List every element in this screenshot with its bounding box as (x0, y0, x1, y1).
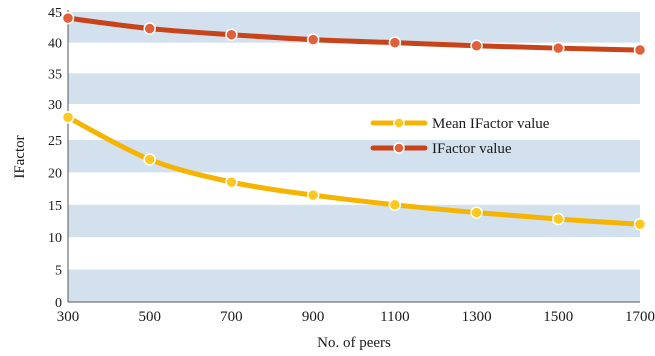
y-tick-label: 20 (48, 166, 62, 181)
legend-label-ifactor-value: IFactor value (432, 141, 512, 157)
x-tick-label: 1300 (462, 309, 492, 325)
data-point-ifactor-value (61, 11, 75, 25)
y-tick-label: 0 (55, 296, 62, 311)
y-tick-label: 35 (48, 67, 62, 82)
y-tick-label: 40 (48, 37, 62, 52)
series-lines (65, 15, 643, 227)
x-tick-label: 1700 (625, 309, 655, 325)
data-point-ifactor-value (470, 39, 483, 52)
x-tick-label: 700 (220, 309, 243, 325)
series-line-ifactor-value (65, 15, 643, 53)
y-tick-label: 10 (48, 231, 62, 246)
background-band (68, 204, 640, 238)
data-point-mean-ifactor-value (61, 111, 75, 124)
legend-marker-ifactor-value (393, 142, 405, 154)
y-tick-labels: 30 35 40 45 0 5 10 15 20 25 (48, 6, 62, 311)
x-tick-label: 500 (138, 309, 161, 325)
x-tick-label: 300 (57, 309, 80, 325)
series-points (61, 11, 647, 231)
x-tick-labels: 300 500 700 900 1100 1300 1500 1700 (57, 309, 655, 325)
data-point-ifactor-value (306, 33, 320, 46)
series-line-mean-ifactor-value (65, 114, 643, 227)
data-point-mean-ifactor-value (633, 217, 647, 231)
x-axis-label: No. of peers (317, 335, 391, 351)
data-point-ifactor-value (552, 41, 565, 55)
data-point-mean-ifactor-value (306, 188, 320, 202)
data-point-ifactor-value (225, 28, 238, 41)
y-tick-label: 5 (55, 264, 62, 279)
x-tick-label: 900 (302, 309, 325, 325)
data-point-ifactor-value (143, 22, 156, 35)
legend: Mean IFactor value IFactor value (370, 116, 550, 157)
data-point-mean-ifactor-value (470, 206, 483, 219)
x-tick-label: 1500 (543, 309, 573, 325)
background-band (68, 269, 640, 302)
data-point-ifactor-value (388, 36, 402, 49)
y-tick-label: 15 (48, 199, 62, 214)
background-bands (68, 12, 640, 302)
x-tick-label: 1100 (380, 309, 409, 325)
y-tick-label: 25 (48, 134, 62, 149)
legend-marker-mean-ifactor-value (393, 117, 405, 129)
data-point-mean-ifactor-value (388, 198, 402, 212)
data-point-ifactor-value (633, 43, 647, 57)
y-tick-label: 30 (48, 98, 62, 113)
legend-label-mean-ifactor-value: Mean IFactor value (432, 116, 550, 132)
data-point-mean-ifactor-value (225, 175, 238, 189)
data-point-mean-ifactor-value (143, 153, 156, 166)
y-tick-label: 45 (48, 6, 62, 21)
background-band (68, 73, 640, 104)
y-axis-label: IFactor (12, 135, 28, 178)
data-point-mean-ifactor-value (552, 212, 565, 226)
axes (67, 10, 640, 303)
